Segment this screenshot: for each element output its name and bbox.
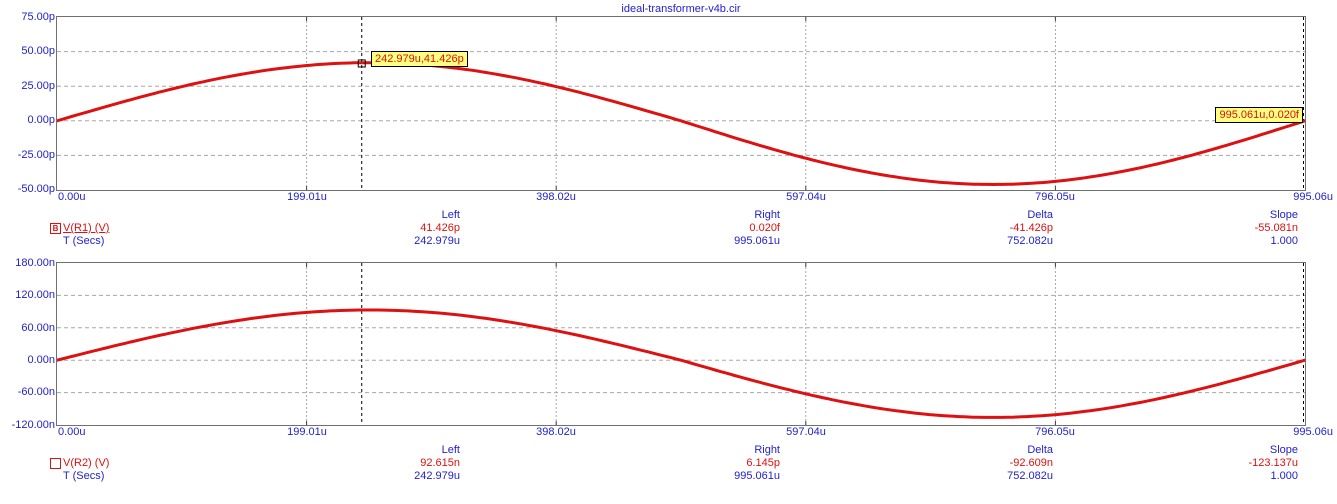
- t-value-left: 242.979u: [414, 470, 460, 482]
- x-tick-label: 199.01u: [287, 426, 327, 438]
- trace-value-slope: -123.137u: [1248, 457, 1298, 469]
- trace-name[interactable]: V(R2) (V): [63, 457, 110, 469]
- readout-header-left: Left: [441, 209, 460, 221]
- plot2-canvas[interactable]: [57, 263, 1305, 425]
- x-tick-label: 0.00u: [58, 426, 86, 438]
- x-tick-label: 995.06u: [1293, 191, 1333, 203]
- left-cursor-tooltip[interactable]: 242.979u,41.426p: [371, 51, 468, 67]
- trace-value-left: 41.426p: [420, 222, 460, 234]
- y-tick-label: 25.00p: [21, 80, 55, 92]
- plot1-canvas[interactable]: [57, 17, 1305, 190]
- t-value-slope: 1.000: [1270, 235, 1298, 247]
- y-tick-label: 60.00n: [21, 322, 55, 334]
- y-tick-label: 50.00p: [21, 45, 55, 57]
- readout-header-slope: Slope: [1269, 444, 1298, 456]
- readout-header-delta: Delta: [1027, 444, 1053, 456]
- t-value-delta: 752.082u: [1007, 470, 1053, 482]
- readout-header-right: Right: [754, 209, 780, 221]
- x-tick-label: 597.04u: [786, 191, 826, 203]
- readout-header-right: Right: [754, 444, 780, 456]
- trace-value-delta: -41.426p: [1009, 222, 1053, 234]
- cursor-marker[interactable]: [357, 59, 366, 68]
- trace-name[interactable]: V(R1) (V): [63, 222, 110, 234]
- x-tick-label: 398.02u: [536, 191, 576, 203]
- trace-value-slope: -55.081n: [1254, 222, 1298, 234]
- y-tick-label: 0.00p: [27, 114, 55, 126]
- trace-curve[interactable]: [57, 61, 1305, 186]
- y-tick-label: -50.00p: [17, 183, 55, 195]
- x-tick-label: 597.04u: [786, 426, 826, 438]
- x-tick-label: 796.05u: [1035, 191, 1075, 203]
- trace-value-left: 92.615n: [420, 457, 460, 469]
- t-value-right: 995.061u: [734, 470, 780, 482]
- trace-legend-icon: B: [50, 223, 61, 234]
- x-axis-name: T (Secs): [63, 470, 105, 482]
- y-tick-label: -60.00n: [17, 386, 55, 398]
- trace-value-right: 6.145p: [746, 457, 780, 469]
- circuit-title: ideal-transformer-v4b.cir: [621, 3, 741, 15]
- y-tick-label: 180.00n: [15, 257, 55, 269]
- right-cursor-tooltip[interactable]: 995.061u,0.020f: [1215, 107, 1303, 123]
- y-tick-label: -25.00p: [17, 149, 55, 161]
- x-tick-label: 995.06u: [1293, 426, 1333, 438]
- y-tick-label: 0.00n: [27, 354, 55, 366]
- trace-curve[interactable]: [57, 308, 1305, 419]
- x-axis-name: T (Secs): [63, 235, 105, 247]
- plot2-area[interactable]: [56, 262, 1306, 426]
- x-tick-label: 398.02u: [536, 426, 576, 438]
- trace-value-delta: -92.609n: [1009, 457, 1053, 469]
- y-tick-label: 120.00n: [15, 289, 55, 301]
- plot1-area[interactable]: [56, 16, 1306, 191]
- t-value-delta: 752.082u: [1007, 235, 1053, 247]
- x-tick-label: 0.00u: [58, 191, 86, 203]
- readout-header-slope: Slope: [1269, 209, 1298, 221]
- t-value-slope: 1.000: [1270, 470, 1298, 482]
- t-value-right: 995.061u: [734, 235, 780, 247]
- x-tick-label: 796.05u: [1035, 426, 1075, 438]
- trace-legend-icon: [50, 458, 61, 469]
- readout-header-delta: Delta: [1027, 209, 1053, 221]
- trace-value-right: 0.020f: [749, 222, 780, 234]
- y-tick-label: 75.00p: [21, 11, 55, 23]
- readout-header-left: Left: [441, 444, 460, 456]
- x-tick-label: 199.01u: [287, 191, 327, 203]
- y-tick-label: -120.00n: [11, 419, 55, 431]
- t-value-left: 242.979u: [414, 235, 460, 247]
